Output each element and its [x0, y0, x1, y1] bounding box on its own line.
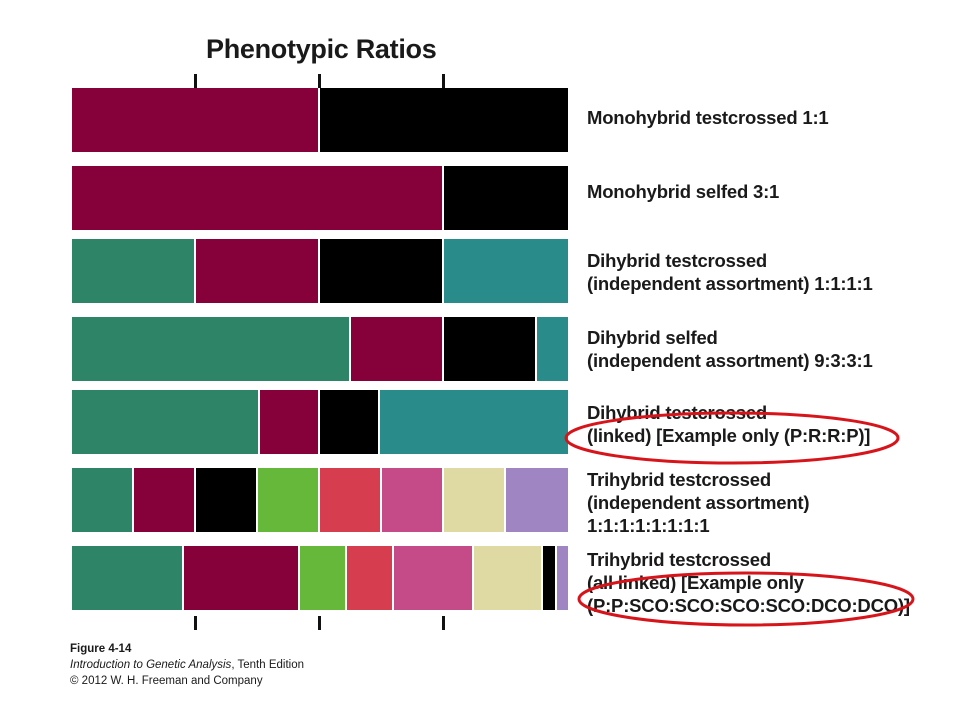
ratio-label-line: (independent assortment)	[587, 492, 810, 513]
ratio-segment-green_bright	[258, 468, 320, 532]
ratio-label-line: 1:1:1:1:1:1:1:1	[587, 515, 710, 536]
ratio-segment-black	[444, 317, 537, 381]
tick-mark	[442, 74, 445, 88]
ratio-segment-black	[319, 390, 380, 454]
copyright: © 2012 W. H. Freeman and Company	[70, 675, 263, 687]
ratio-label: Dihybrid testcrossed (linked) [Example on…	[587, 401, 870, 447]
figure-caption: Figure 4-14 Introduction to Genetic Anal…	[70, 641, 304, 689]
ratio-segment-green_dark	[72, 546, 184, 610]
ratio-label-line: (linked) [Example only (P:R:R:P)]	[587, 425, 871, 446]
ratio-bar	[72, 468, 568, 532]
ratio-label-line: (independent assortment) 9:3:3:1	[587, 350, 873, 371]
ratio-label-line: Monohybrid selfed 3:1	[587, 181, 780, 202]
ratio-segment-lavender	[557, 546, 568, 610]
ratio-segment-green_dark	[72, 317, 351, 381]
book-title: Introduction to Genetic Analysis	[70, 659, 232, 671]
ratio-label-line: Trihybrid testcrossed	[587, 549, 771, 570]
ratio-segment-black	[196, 468, 258, 532]
tick-mark	[318, 616, 321, 630]
ratio-segment-black	[444, 166, 568, 230]
book-citation: Introduction to Genetic Analysis, Tenth …	[70, 657, 304, 673]
figure-title: Phenotypic Ratios	[206, 34, 437, 64]
ratio-label: Dihybrid selfed (independent assortment) …	[587, 326, 873, 372]
ratio-segment-pink	[382, 468, 444, 532]
tick-mark	[194, 616, 197, 630]
ratio-segment-maroon	[72, 88, 320, 152]
ratio-segment-black	[320, 239, 444, 303]
ratio-segment-green_bright	[300, 546, 348, 610]
ratio-segment-red	[347, 546, 395, 610]
ratio-label: Monohybrid testcrossed 1:1	[587, 106, 829, 129]
tick-mark	[318, 74, 321, 88]
tick-mark	[442, 616, 445, 630]
ratio-label-line: Trihybrid testcrossed	[587, 469, 771, 490]
ratio-segment-maroon	[134, 468, 196, 532]
ratio-segment-teal	[444, 239, 568, 303]
ratio-label-line: (P:P:SCO:SCO:SCO:SCO:DCO:DCO)]	[587, 595, 910, 616]
tick-mark	[194, 74, 197, 88]
ratio-segment-green_dark	[72, 468, 134, 532]
ratio-segment-red	[320, 468, 382, 532]
ratio-label: Monohybrid selfed 3:1	[587, 180, 779, 203]
ratio-segment-maroon	[196, 239, 320, 303]
ratio-label: Trihybrid testcrossed (independent assort…	[587, 468, 810, 537]
ratio-segment-pink	[394, 546, 474, 610]
ratio-bar	[72, 88, 568, 152]
ratio-label-line: (independent assortment) 1:1:1:1	[587, 273, 873, 294]
ratio-segment-beige	[444, 468, 506, 532]
figure-number: Figure 4-14	[70, 643, 132, 655]
ratio-label: Dihybrid testcrossed (independent assortm…	[587, 249, 873, 295]
ratio-segment-teal	[537, 317, 568, 381]
ratio-segment-black	[320, 88, 568, 152]
book-edition: , Tenth Edition	[231, 659, 304, 671]
ratio-bar	[72, 390, 568, 454]
ratio-label: Trihybrid testcrossed (all linked) [Examp…	[587, 548, 910, 617]
ratio-segment-maroon	[351, 317, 444, 381]
ratio-bar	[72, 546, 568, 610]
ratio-segment-lavender	[506, 468, 568, 532]
ratio-label-line: Dihybrid testcrossed	[587, 402, 768, 423]
ratio-segment-beige	[473, 546, 544, 610]
ratio-label-line: Dihybrid selfed	[587, 327, 718, 348]
ratio-segment-teal	[379, 390, 568, 454]
ratio-label-line: (all linked) [Example only	[587, 572, 804, 593]
ratio-segment-green_dark	[72, 390, 261, 454]
ratio-segment-maroon	[72, 166, 444, 230]
ratio-bar	[72, 239, 568, 303]
ratio-label-line: Dihybrid testcrossed	[587, 250, 768, 271]
ratio-segment-green_dark	[72, 239, 196, 303]
ratio-bar	[72, 166, 568, 230]
ratio-segment-maroon	[260, 390, 320, 454]
ratio-label-line: Monohybrid testcrossed 1:1	[587, 107, 829, 128]
ratio-segment-black	[543, 546, 558, 610]
ratio-segment-maroon	[183, 546, 301, 610]
ratio-bar	[72, 317, 568, 381]
